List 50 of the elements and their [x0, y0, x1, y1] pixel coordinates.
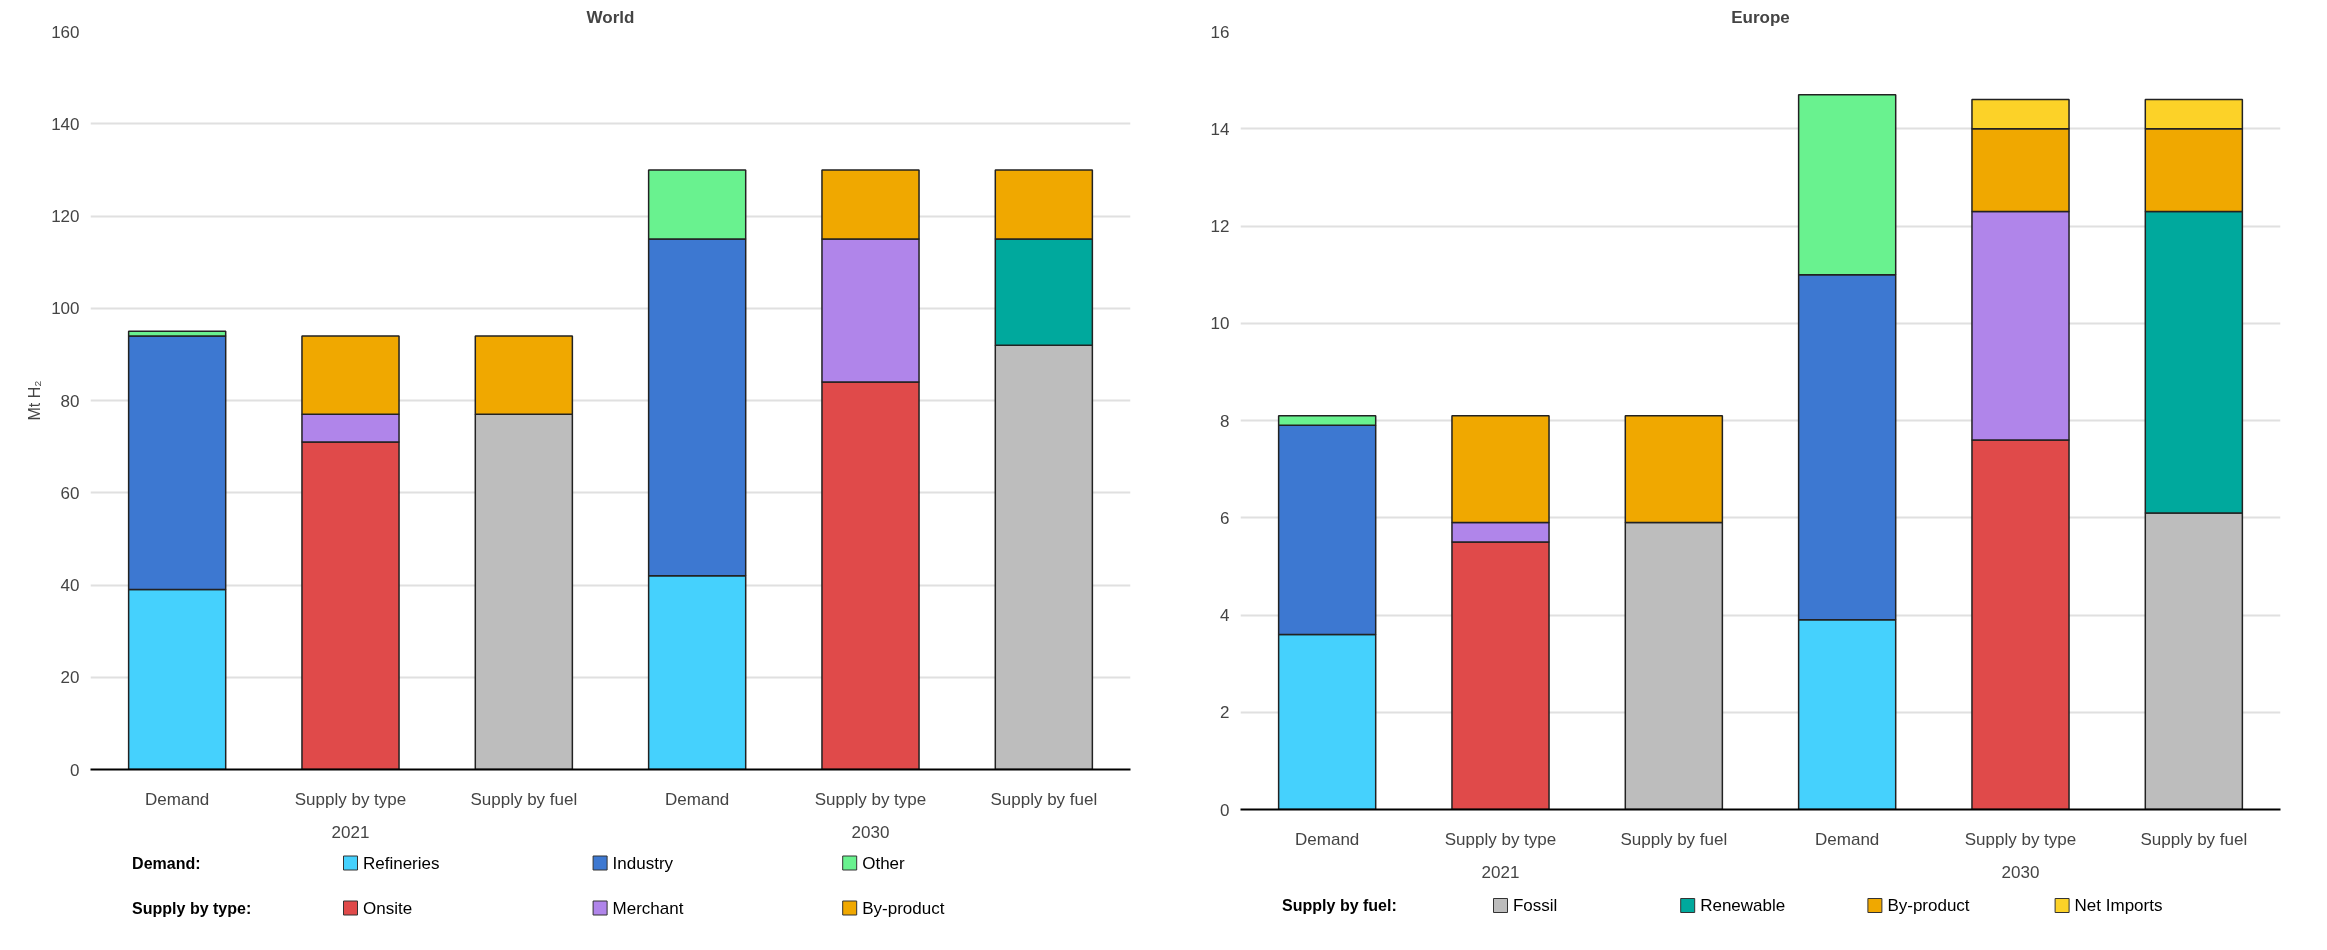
x-tick-label: Supply by fuel	[990, 789, 1098, 809]
y-tick-label: 8	[1220, 411, 1230, 431]
legend-label: Refineries	[362, 853, 440, 873]
x-tick-label: Supply by fuel	[1620, 829, 1728, 849]
y-tick-label: 2	[1220, 703, 1230, 723]
x-tick-label: Supply by type	[1964, 829, 2077, 849]
chart-title: World	[586, 7, 635, 27]
y-tick-label: 20	[60, 668, 80, 688]
x-tick-label: Demand	[665, 789, 730, 809]
text: 2030	[2001, 862, 2040, 882]
y-tick-label: 80	[60, 391, 80, 411]
legend-label: Renewable	[1700, 896, 1786, 915]
text: Supply by fuel:	[1282, 897, 1397, 914]
y-tick-label: 40	[60, 576, 80, 595]
y-axis-title: Mt H₂	[26, 380, 44, 421]
y-tick-label: 120	[51, 207, 80, 226]
y-tick-label: 14	[1210, 119, 1230, 139]
x-tick-label: Supply by type	[814, 789, 927, 809]
y-tick-label: 16	[1210, 22, 1230, 42]
y-tick-label: 60	[60, 483, 80, 503]
legend-label: Industry	[612, 853, 674, 873]
text: Supply by type:	[132, 899, 252, 917]
y-tick-label: 0	[70, 760, 80, 780]
x-tick-label: Supply by fuel	[470, 789, 578, 809]
legend-label: Fossil	[1512, 896, 1558, 915]
x-tick-label: Supply by type	[294, 789, 407, 809]
y-tick-label: 160	[51, 22, 80, 42]
legend-label: By-product	[1887, 896, 1970, 915]
text: Demand:	[132, 854, 201, 872]
x-tick-label: Demand	[1295, 829, 1360, 849]
y-tick-label: 6	[1220, 508, 1230, 528]
legend-label: Merchant	[612, 898, 684, 918]
y-tick-label: 4	[1220, 606, 1230, 625]
y-tick-label: 100	[51, 299, 80, 319]
x-tick-label: Demand	[145, 789, 210, 809]
text: 2021	[331, 822, 370, 842]
y-tick-label: 12	[1210, 217, 1230, 236]
x-tick-label: Demand	[1815, 829, 1880, 849]
text: 2030	[851, 822, 890, 842]
legend-label: By-product	[862, 898, 945, 918]
y-tick-label: 140	[51, 114, 80, 134]
y-tick-label: 10	[1210, 314, 1230, 334]
legend-label: Other	[862, 853, 906, 873]
text: 2021	[1481, 862, 1520, 882]
x-tick-label: Supply by fuel	[2140, 829, 2248, 849]
chart-title: Europe	[1731, 7, 1790, 27]
legend-label: Onsite	[362, 898, 413, 918]
y-tick-label: 0	[1220, 800, 1230, 820]
legend-label: Net Imports	[2074, 896, 2163, 915]
x-tick-label: Supply by type	[1444, 829, 1557, 849]
